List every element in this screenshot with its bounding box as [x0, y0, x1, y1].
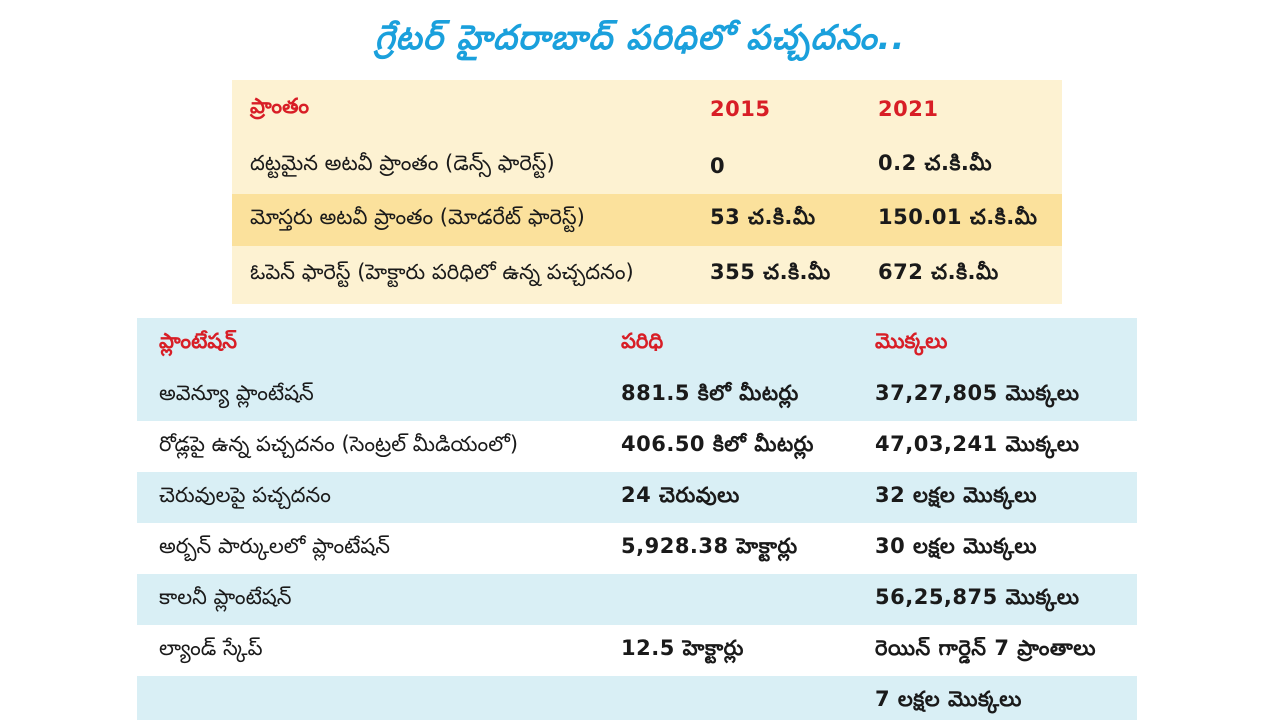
cell-saplings: రెయిన్ గార్డెన్ 7 ప్రాంతాలు	[875, 635, 1096, 660]
header-year-2021: 2021	[878, 97, 939, 121]
table-row: మోస్తరు అటవీ ప్రాంతం (మోడరేట్ ఫారెస్ట్) …	[232, 194, 1062, 246]
cell-region: ఓపెన్ ఫారెస్ట్ (హెక్టారు పరిధిలో ఉన్న పచ…	[250, 260, 634, 284]
page-title: గ్రేటర్ హైదరాబాద్ పరిధిలో పచ్చదనం..	[374, 18, 906, 58]
cell-saplings: 7 లక్షల మొక్కలు	[875, 686, 1022, 711]
header-extent: పరిధి	[621, 329, 664, 353]
cell-extent: 406.50 కిలో మీటర్లు	[621, 431, 814, 456]
cell-region: దట్టమైన అటవీ ప్రాంతం (డెన్స్ ఫారెస్ట్)	[250, 151, 555, 175]
cell-saplings: 30 లక్షల మొక్కలు	[875, 533, 1038, 558]
header-plantation: ప్లాంటేషన్	[159, 329, 237, 353]
cell-saplings: 56,25,875 మొక్కలు	[875, 584, 1080, 609]
cell-plantation: అవెన్యూ ప్లాంటేషన్	[159, 380, 314, 405]
table-row: రోడ్లపై ఉన్న పచ్చదనం (సెంట్రల్ మీడియంలో)…	[137, 421, 1137, 472]
plantation-table: ప్లాంటేషన్ పరిధి మొక్కలు అవెన్యూ ప్లాంటే…	[137, 318, 1137, 720]
cell-saplings: 32 లక్షల మొక్కలు	[875, 482, 1038, 507]
cell-2021: 672 చ.కి.మీ	[878, 260, 999, 284]
cell-2015: 355 చ.కి.మీ	[710, 260, 831, 284]
cell-extent: 12.5 హెక్టార్లు	[621, 635, 744, 660]
cell-plantation: రోడ్లపై ఉన్న పచ్చదనం (సెంట్రల్ మీడియంలో)	[159, 431, 519, 456]
cell-2021: 150.01 చ.కి.మీ	[878, 205, 1038, 229]
table-row: అర్బన్ పార్కులలో ప్లాంటేషన్ 5,928.38 హెక…	[137, 523, 1137, 574]
table-row: అవెన్యూ ప్లాంటేషన్ 881.5 కిలో మీటర్లు 37…	[137, 370, 1137, 421]
cell-saplings: 47,03,241 మొక్కలు	[875, 431, 1080, 456]
forest-cover-table: ప్రాంతం 2015 2021 దట్టమైన అటవీ ప్రాంతం (…	[232, 80, 1062, 304]
cell-plantation: అర్బన్ పార్కులలో ప్లాంటేషన్	[159, 533, 391, 558]
cell-2015: 0	[710, 154, 726, 178]
plantation-table-header: ప్లాంటేషన్ పరిధి మొక్కలు	[137, 318, 1137, 370]
cell-plantation: కాలనీ ప్లాంటేషన్	[159, 584, 292, 609]
forest-table-header: ప్రాంతం 2015 2021	[232, 80, 1062, 138]
header-region: ప్రాంతం	[250, 94, 310, 118]
table-row: చెరువులపై పచ్చదనం 24 చెరువులు 32 లక్షల మ…	[137, 472, 1137, 523]
table-row: కాలనీ ప్లాంటేషన్ 56,25,875 మొక్కలు	[137, 574, 1137, 625]
table-row: ల్యాండ్ స్కేప్ 12.5 హెక్టార్లు రెయిన్ గా…	[137, 625, 1137, 676]
cell-plantation: చెరువులపై పచ్చదనం	[159, 482, 331, 507]
cell-extent: 881.5 కిలో మీటర్లు	[621, 380, 799, 405]
cell-extent: 24 చెరువులు	[621, 482, 740, 507]
cell-saplings: 37,27,805 మొక్కలు	[875, 380, 1080, 405]
cell-extent: 5,928.38 హెక్టార్లు	[621, 533, 798, 558]
header-year-2015: 2015	[710, 97, 771, 121]
cell-2021: 0.2 చ.కి.మీ	[878, 151, 993, 175]
table-row: 7 లక్షల మొక్కలు	[137, 676, 1137, 720]
table-row: ఓపెన్ ఫారెస్ట్ (హెక్టారు పరిధిలో ఉన్న పచ…	[232, 246, 1062, 304]
cell-region: మోస్తరు అటవీ ప్రాంతం (మోడరేట్ ఫారెస్ట్)	[250, 205, 585, 229]
table-row: దట్టమైన అటవీ ప్రాంతం (డెన్స్ ఫారెస్ట్) 0…	[232, 138, 1062, 194]
cell-plantation: ల్యాండ్ స్కేప్	[159, 635, 263, 660]
cell-2015: 53 చ.కి.మీ	[710, 205, 816, 229]
header-saplings: మొక్కలు	[875, 329, 948, 353]
